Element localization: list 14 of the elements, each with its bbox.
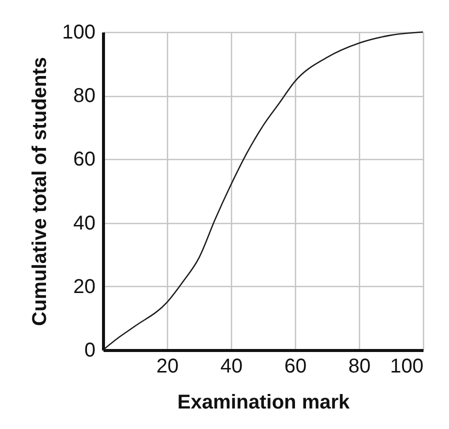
x-tick-label: 60 [284,356,307,378]
y-tick-label: 0 [84,340,96,362]
y-tick-label: 100 [62,22,96,44]
x-axis-title: Examination mark [177,392,351,414]
y-tick-label: 40 [73,212,96,234]
x-tick-label: 80 [348,356,371,378]
x-tick-label: 100 [390,356,424,378]
line-series [102,31,424,351]
x-tick-label: 40 [220,356,243,378]
y-axis-title: Cumulative total of students [29,57,52,326]
y-tick-label: 60 [73,148,96,171]
y-tick-label: 20 [73,276,96,298]
x-tick-label: 20 [156,356,179,378]
y-tick-label: 80 [73,85,96,108]
